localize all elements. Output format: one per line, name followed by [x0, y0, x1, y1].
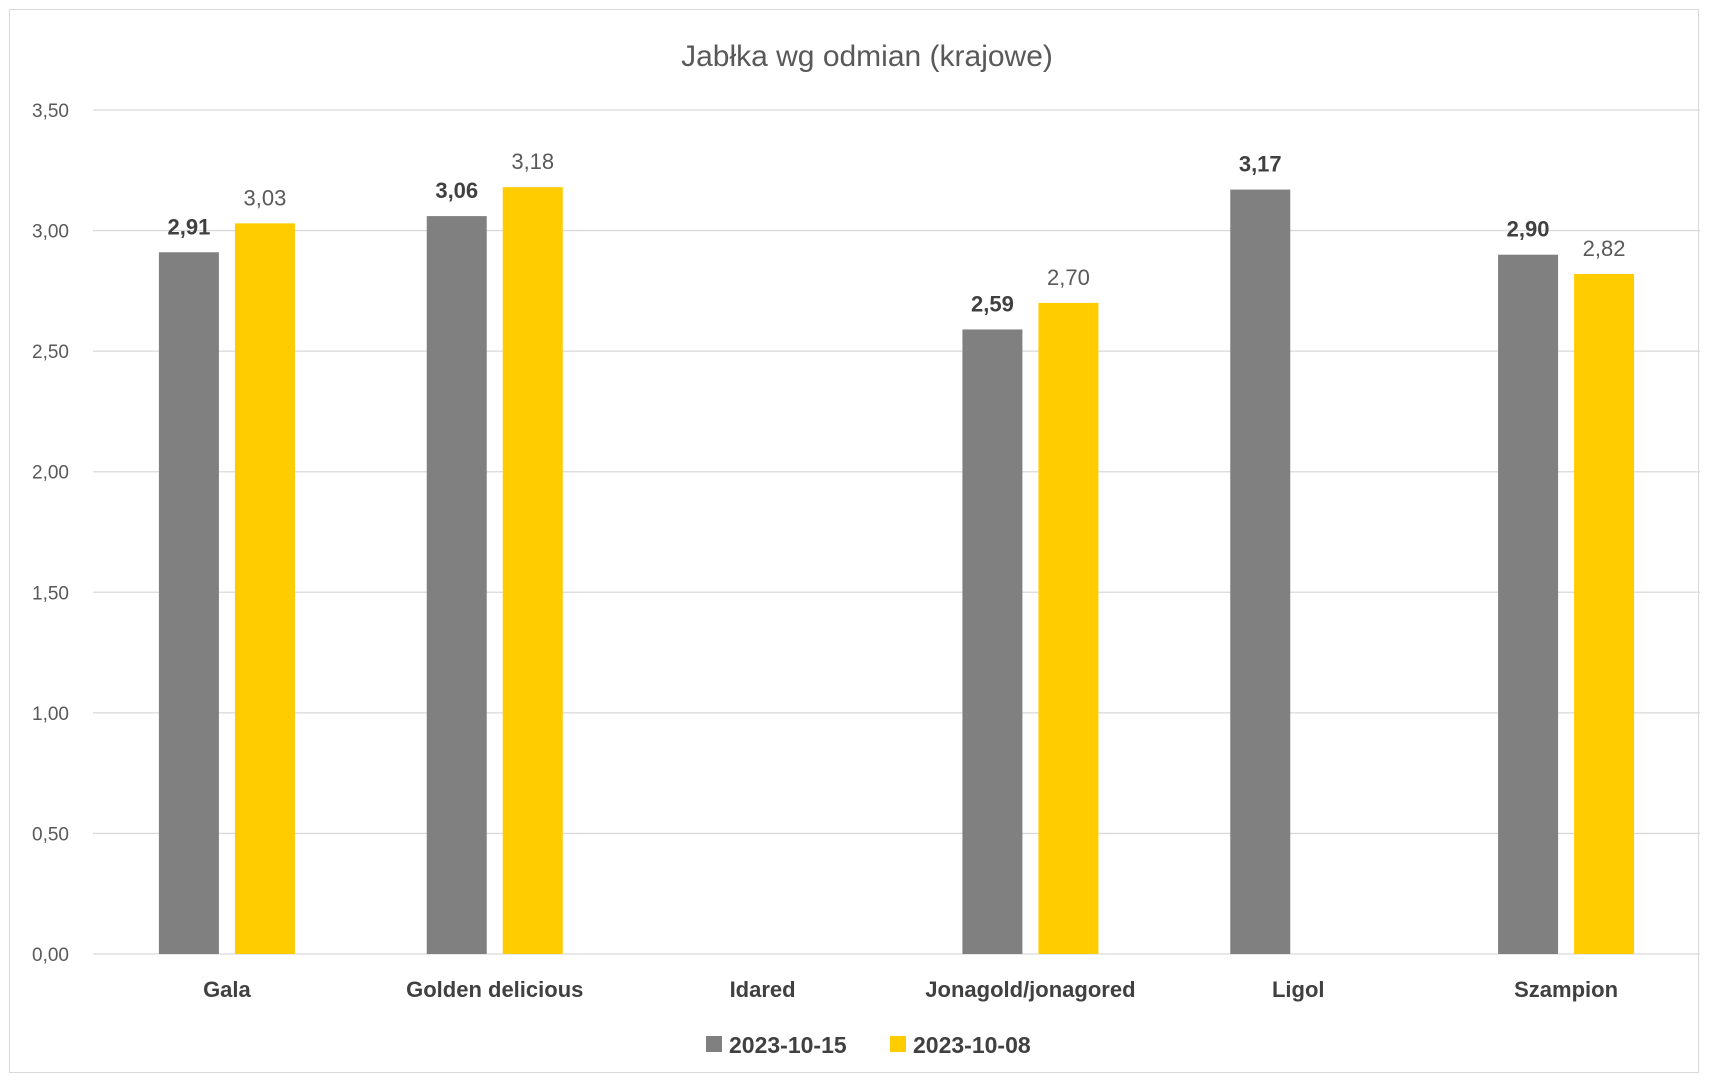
- bar-series-1: [962, 329, 1023, 954]
- y-tick-label: 1,50: [32, 583, 69, 604]
- y-tick-label: 1,00: [32, 704, 69, 725]
- legend-swatch-2: [890, 1036, 906, 1052]
- x-axis-tick-labels: Gala Golden delicious Idared Jonagold/jonag…: [203, 977, 1618, 1002]
- y-axis-tick-labels: 0,00 0,50 1,00 1,50 2,00 2,50 3,00 3,50: [32, 101, 69, 966]
- data-label: 3,06: [435, 178, 478, 203]
- legend-label-2: 2023-10-08: [913, 1032, 1031, 1058]
- data-label: 2,90: [1507, 217, 1550, 242]
- bar-series-2: [1574, 273, 1635, 954]
- y-tick-label: 3,00: [32, 222, 69, 243]
- x-tick-label: Gala: [203, 977, 251, 1002]
- bar-series-1: [158, 252, 219, 954]
- data-label: 3,18: [511, 149, 554, 174]
- data-label: 2,59: [971, 291, 1014, 316]
- data-label: 2,70: [1047, 265, 1090, 290]
- gridlines: [93, 109, 1700, 955]
- x-tick-label: Golden delicious: [406, 977, 583, 1002]
- legend-label-1: 2023-10-15: [729, 1032, 847, 1058]
- x-tick-label: Jonagold/jonagored: [925, 977, 1135, 1002]
- y-tick-label: 0,50: [32, 824, 69, 845]
- y-tick-label: 0,00: [32, 945, 69, 966]
- data-label: 3,03: [244, 185, 287, 210]
- bar-series-2: [502, 187, 563, 954]
- bar-series-2: [234, 223, 295, 954]
- y-tick-label: 2,00: [32, 463, 69, 484]
- data-label: 2,91: [168, 214, 211, 239]
- bar-series-1: [426, 216, 487, 955]
- x-tick-label: Ligol: [1272, 977, 1325, 1002]
- x-tick-label: Szampion: [1514, 977, 1618, 1002]
- y-tick-label: 3,50: [32, 101, 69, 122]
- data-label: 3,17: [1239, 152, 1282, 177]
- y-tick-label: 2,50: [32, 342, 69, 363]
- data-label: 2,82: [1583, 236, 1626, 261]
- bar-series-2: [1038, 302, 1099, 954]
- bars: [158, 187, 1635, 955]
- x-tick-label: Idared: [730, 977, 796, 1002]
- legend: 2023-10-15 2023-10-08: [706, 1032, 1031, 1058]
- bar-series-1: [1498, 254, 1559, 954]
- bar-series-1: [1230, 189, 1291, 954]
- data-labels: 2,91 3,03 3,06 3,18 2,59 2,70 3,17 2,90 2,82: [168, 149, 1626, 316]
- chart-title: Jabłka wg odmian (krajowe): [681, 40, 1053, 73]
- legend-swatch-1: [706, 1036, 722, 1052]
